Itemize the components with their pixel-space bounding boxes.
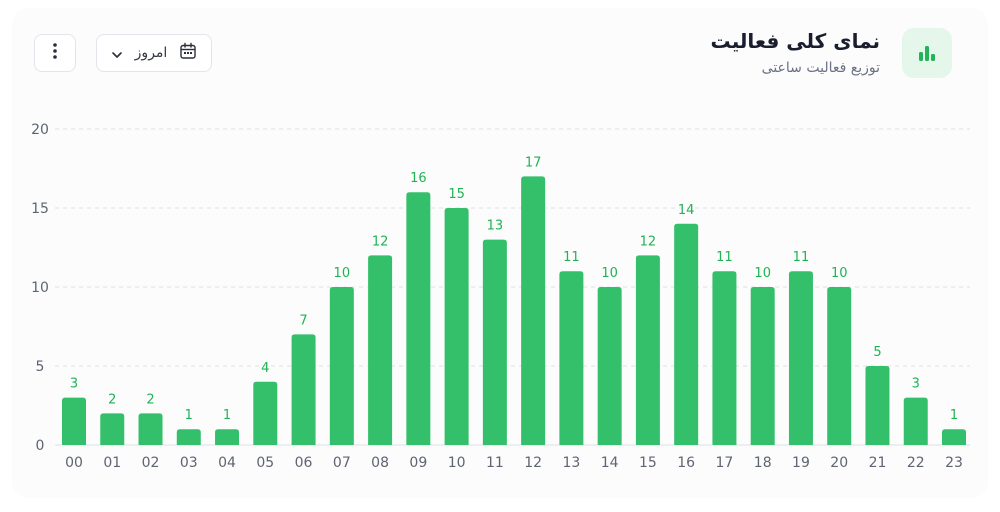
data-label-05: 4 — [261, 361, 269, 376]
data-label-18: 10 — [754, 266, 771, 281]
bar-01[interactable] — [100, 413, 125, 445]
x-tick-label-18: 18 — [754, 455, 772, 471]
x-tick-label-14: 14 — [601, 455, 619, 471]
bar-02[interactable] — [138, 413, 163, 445]
data-label-12: 17 — [525, 155, 542, 170]
data-label-21: 5 — [873, 345, 881, 360]
y-tick-label: 20 — [31, 122, 49, 138]
bar-21[interactable] — [865, 366, 890, 445]
bar-19[interactable] — [788, 271, 813, 445]
more-options-button[interactable] — [34, 34, 76, 72]
bar-11[interactable] — [482, 239, 507, 445]
bar-07[interactable] — [329, 287, 354, 445]
more-vertical-icon — [52, 42, 58, 64]
data-label-02: 2 — [146, 392, 154, 407]
y-tick-label: 5 — [36, 359, 45, 375]
x-tick-label-16: 16 — [677, 455, 695, 471]
bar-09[interactable] — [406, 192, 431, 445]
date-filter-select[interactable]: امروز — [96, 34, 212, 72]
data-label-22: 3 — [912, 377, 920, 392]
data-label-10: 15 — [448, 187, 465, 202]
chevron-down-icon — [111, 44, 123, 63]
x-tick-label-01: 01 — [103, 455, 121, 471]
data-label-07: 10 — [334, 266, 351, 281]
x-tick-label-19: 19 — [792, 455, 810, 471]
x-tick-label-22: 22 — [907, 455, 925, 471]
x-tick-label-03: 03 — [180, 455, 198, 471]
page-title: نمای کلی فعالیت — [710, 29, 880, 53]
x-tick-label-12: 12 — [524, 455, 542, 471]
y-tick-label: 10 — [31, 280, 49, 296]
bar-06[interactable] — [291, 334, 316, 445]
bar-16[interactable] — [674, 223, 699, 445]
y-tick-label: 15 — [31, 201, 49, 217]
bar-05[interactable] — [253, 381, 278, 445]
data-label-11: 13 — [487, 219, 504, 234]
bar-13[interactable] — [559, 271, 584, 445]
bar-14[interactable] — [597, 287, 622, 445]
x-tick-label-17: 17 — [716, 455, 734, 471]
calendar-icon — [179, 42, 197, 64]
x-tick-label-06: 06 — [295, 455, 313, 471]
x-tick-label-08: 08 — [371, 455, 389, 471]
bar-04[interactable] — [215, 429, 240, 445]
data-label-08: 12 — [372, 234, 389, 249]
x-tick-label-20: 20 — [830, 455, 848, 471]
data-label-01: 2 — [108, 392, 116, 407]
data-label-19: 11 — [793, 250, 810, 265]
x-tick-label-13: 13 — [562, 455, 580, 471]
data-label-00: 3 — [70, 377, 78, 392]
y-tick-label: 0 — [36, 438, 45, 454]
data-label-13: 11 — [563, 250, 580, 265]
bar-12[interactable] — [521, 176, 546, 445]
x-tick-label-11: 11 — [486, 455, 504, 471]
data-label-06: 7 — [299, 313, 307, 328]
x-tick-label-05: 05 — [256, 455, 274, 471]
page-subtitle: توزیع فعالیت ساعتی — [761, 60, 880, 76]
x-tick-label-00: 00 — [65, 455, 83, 471]
data-label-09: 16 — [410, 171, 427, 186]
bar-20[interactable] — [827, 287, 852, 445]
bar-03[interactable] — [176, 429, 201, 445]
header-title-block: نمای کلی فعالیت توزیع فعالیت ساعتی — [711, 28, 880, 76]
bar-18[interactable] — [750, 287, 775, 445]
x-tick-label-23: 23 — [945, 455, 963, 471]
x-tick-label-15: 15 — [639, 455, 657, 471]
data-label-14: 10 — [601, 266, 618, 281]
data-label-17: 11 — [716, 250, 733, 265]
x-tick-label-21: 21 — [869, 455, 887, 471]
bar-23[interactable] — [942, 429, 966, 445]
data-label-04: 1 — [223, 408, 231, 423]
data-label-20: 10 — [831, 266, 848, 281]
date-filter-label: امروز — [134, 45, 168, 61]
bar-22[interactable] — [903, 397, 928, 445]
bar-chart-icon — [902, 28, 952, 78]
x-tick-label-07: 07 — [333, 455, 351, 471]
x-tick-label-02: 02 — [142, 455, 160, 471]
bar-08[interactable] — [368, 255, 393, 445]
data-label-15: 12 — [640, 234, 657, 249]
x-tick-label-10: 10 — [448, 455, 466, 471]
x-tick-label-09: 09 — [409, 455, 427, 471]
bar-00[interactable] — [62, 397, 86, 445]
bar-17[interactable] — [712, 271, 737, 445]
bar-10[interactable] — [444, 208, 469, 445]
data-label-16: 14 — [678, 203, 695, 218]
x-tick-label-04: 04 — [218, 455, 236, 471]
data-label-23: 1 — [950, 408, 958, 423]
bar-15[interactable] — [635, 255, 660, 445]
data-label-03: 1 — [185, 408, 193, 423]
